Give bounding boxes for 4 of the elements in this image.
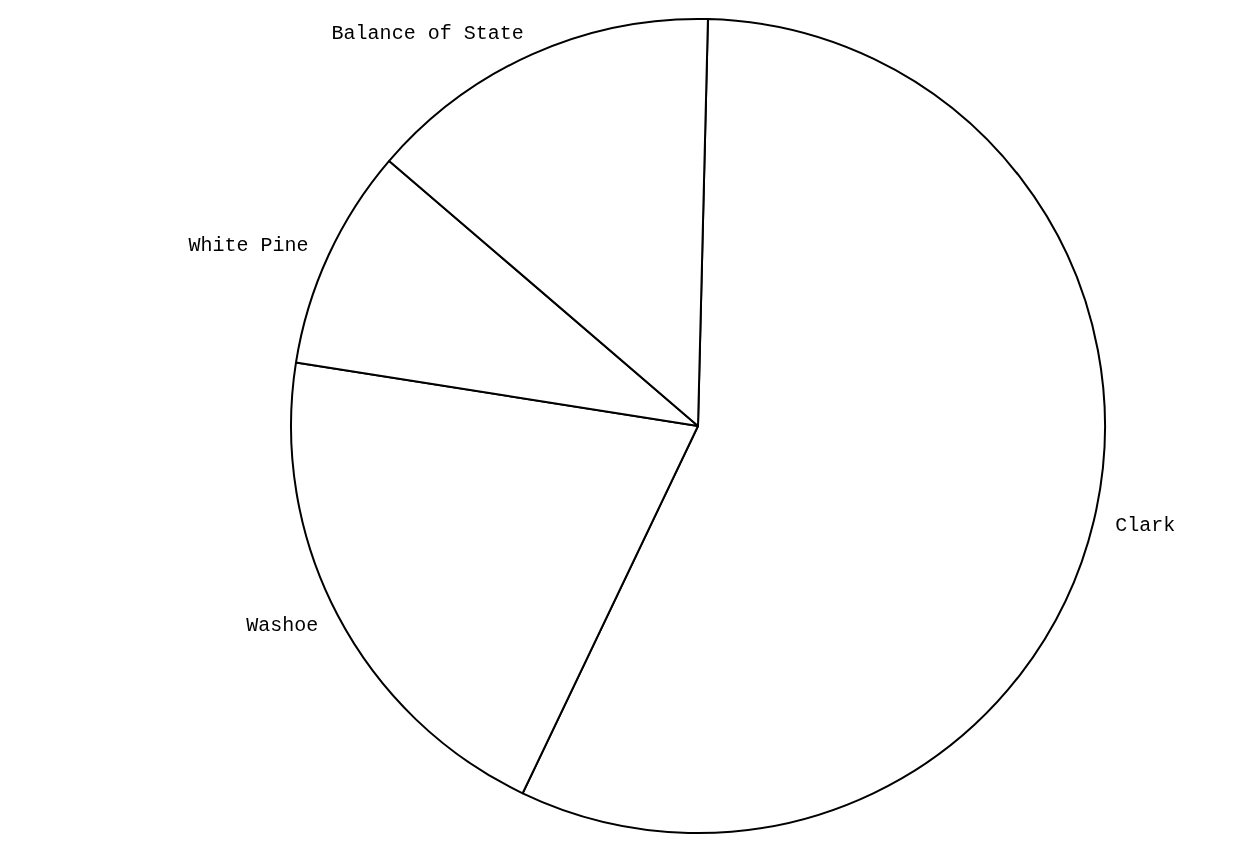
slice-label: Balance of State: [331, 22, 524, 46]
slice-label: White Pine: [188, 234, 309, 258]
slice-label: Clark: [1115, 514, 1176, 538]
slice-label: Washoe: [246, 614, 319, 638]
